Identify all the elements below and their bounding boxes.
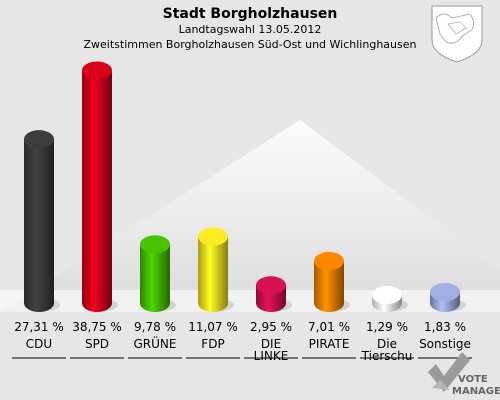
category-label-7: Sonstige [419, 337, 471, 351]
bar-4 [256, 276, 292, 312]
logo-text-manager: MANAGER [452, 386, 500, 397]
category-label-0: CDU [26, 337, 52, 351]
value-label-7: 1,83 % [424, 320, 466, 334]
bar-body [82, 70, 112, 312]
bar-top [314, 251, 344, 270]
value-label-0: 27,31 % [14, 320, 64, 334]
bar-0 [24, 130, 60, 312]
value-label-3: 11,07 % [188, 320, 238, 334]
category-labels: CDU SPD GRÜNE FDP DIE LINKE PIRATE Die Tierschu S… [12, 335, 472, 363]
bar-body [198, 236, 228, 312]
value-label-2: 9,78 % [134, 320, 176, 334]
bar-top [372, 286, 402, 304]
chart-subtitle-date: Landtagswahl 13.05.2012 [179, 23, 322, 36]
category-label-4: DIE LINKE [254, 337, 289, 363]
bar-6 [372, 286, 408, 312]
bar-3 [198, 227, 234, 312]
logo-text-vote: VOTE [458, 374, 488, 385]
bar-body [140, 244, 170, 312]
bar-body [24, 139, 54, 312]
value-label-6: 1,29 % [366, 320, 408, 334]
check-icon [428, 352, 470, 392]
value-label-5: 7,01 % [308, 320, 350, 334]
bar-top [82, 61, 112, 80]
value-label-1: 38,75 % [72, 320, 122, 334]
bar-series [24, 61, 466, 312]
bar-top [256, 276, 286, 295]
bar-1 [82, 61, 118, 312]
bar-top [140, 235, 170, 254]
category-label-3: FDP [201, 337, 224, 351]
bar-top [198, 227, 228, 246]
chart-subtitle-district: Zweitstimmen Borgholzhausen Süd-Ost und … [84, 38, 417, 51]
category-label-1: SPD [85, 337, 109, 351]
vote-manager-logo: VOTE MANAGER [428, 352, 500, 397]
chart-title: Stadt Borgholzhausen [163, 6, 338, 22]
bar-top [430, 283, 460, 302]
bar-2 [140, 235, 176, 312]
bar-body [314, 260, 344, 312]
value-labels: 27,31 % 38,75 % 9,78 % 11,07 % 2,95 % 7,01 % 1… [14, 320, 466, 334]
bar-top [24, 130, 54, 149]
crest-icon [431, 5, 483, 63]
category-label-6: Die Tierschu [361, 337, 413, 363]
category-label-5: PIRATE [309, 337, 350, 351]
category-label-2: GRÜNE [134, 335, 177, 351]
chart-floor [0, 120, 500, 312]
value-label-4: 2,95 % [250, 320, 292, 334]
bar-7 [430, 283, 466, 312]
chart-floor-base [0, 290, 500, 312]
bar-5 [314, 251, 350, 312]
